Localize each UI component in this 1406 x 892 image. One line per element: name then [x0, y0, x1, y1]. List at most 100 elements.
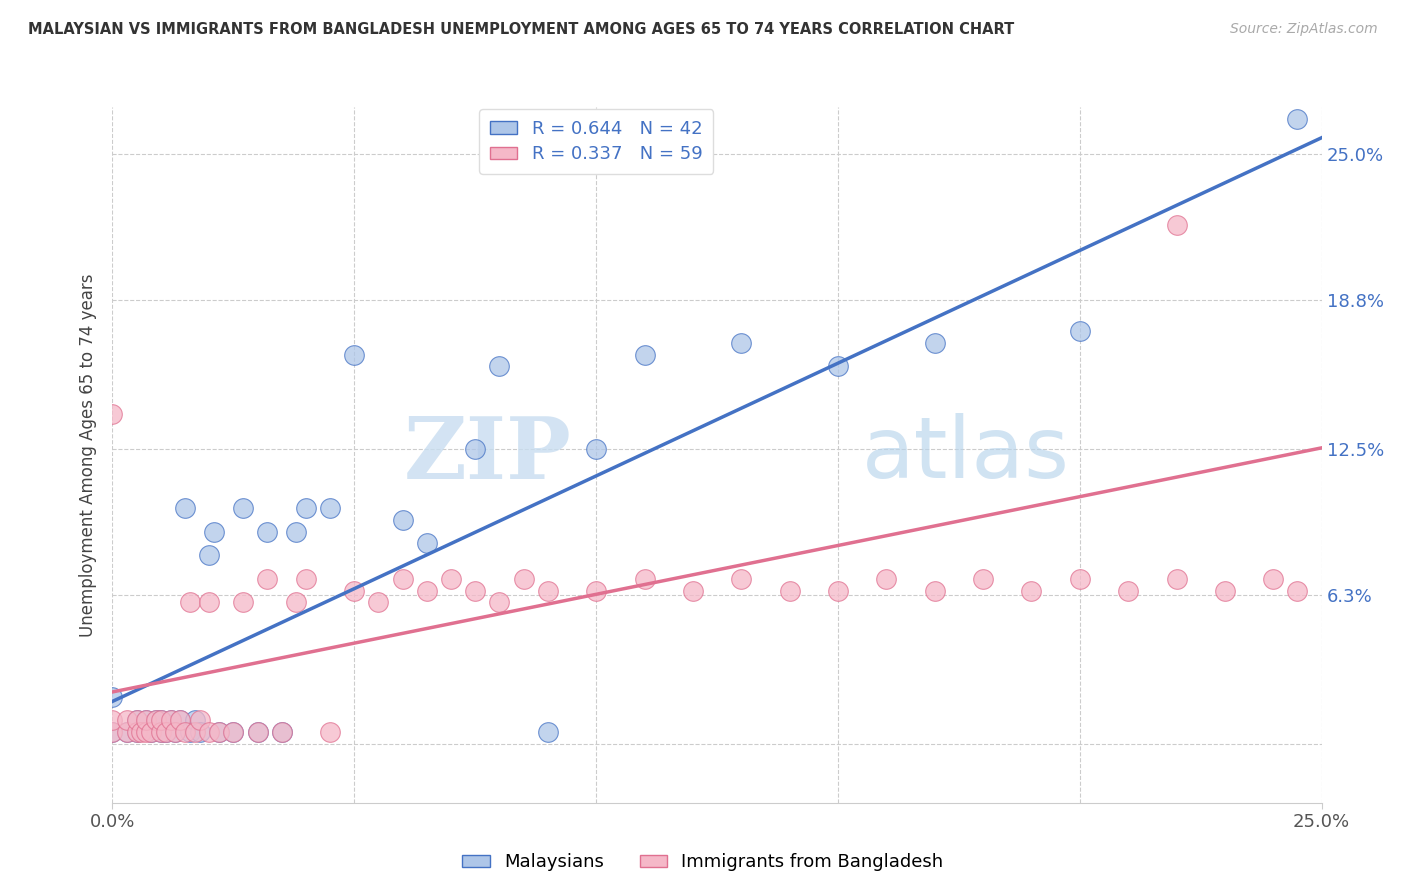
Point [149, 725, 172, 739]
Point [319, 725, 342, 739]
Point [135, 713, 157, 727]
Point [256, 572, 278, 586]
Point [537, 583, 560, 598]
Point [391, 572, 413, 586]
Point [827, 359, 849, 374]
Point [159, 713, 181, 727]
Point [145, 713, 167, 727]
Point [208, 725, 231, 739]
Point [1166, 572, 1188, 586]
Point [149, 725, 172, 739]
Point [145, 713, 167, 727]
Point [1021, 583, 1043, 598]
Point [270, 725, 292, 739]
Point [125, 713, 148, 727]
Point [972, 572, 994, 586]
Point [416, 536, 439, 550]
Point [391, 513, 413, 527]
Point [730, 572, 752, 586]
Point [131, 725, 153, 739]
Point [464, 442, 486, 456]
Text: Source: ZipAtlas.com: Source: ZipAtlas.com [1230, 22, 1378, 37]
Point [135, 713, 157, 727]
Point [295, 572, 318, 586]
Point [202, 524, 225, 539]
Point [101, 725, 124, 739]
Point [115, 725, 138, 739]
Point [464, 583, 486, 598]
Point [827, 583, 849, 598]
Point [135, 725, 157, 739]
Text: atlas: atlas [862, 413, 1070, 497]
Point [141, 725, 163, 739]
Point [208, 725, 231, 739]
Point [183, 725, 205, 739]
Point [188, 713, 211, 727]
Point [682, 583, 704, 598]
Point [115, 725, 138, 739]
Point [285, 595, 308, 609]
Point [125, 713, 148, 727]
Point [232, 500, 254, 515]
Point [512, 572, 534, 586]
Point [183, 713, 205, 727]
Point [416, 583, 439, 598]
Point [125, 725, 148, 739]
Point [779, 583, 801, 598]
Point [159, 713, 181, 727]
Point [101, 690, 124, 704]
Point [149, 713, 172, 727]
Y-axis label: Unemployment Among Ages 65 to 74 years: Unemployment Among Ages 65 to 74 years [79, 273, 97, 637]
Point [179, 595, 201, 609]
Legend: Malaysians, Immigrants from Bangladesh: Malaysians, Immigrants from Bangladesh [456, 847, 950, 879]
Point [585, 442, 607, 456]
Point [1286, 112, 1309, 126]
Point [924, 335, 946, 350]
Point [256, 524, 278, 539]
Point [295, 500, 318, 515]
Point [246, 725, 269, 739]
Point [115, 713, 138, 727]
Point [141, 725, 163, 739]
Point [875, 572, 897, 586]
Point [1069, 572, 1091, 586]
Point [488, 359, 510, 374]
Point [179, 725, 201, 739]
Point [165, 725, 187, 739]
Point [188, 725, 211, 739]
Point [101, 713, 124, 727]
Point [246, 725, 269, 739]
Point [169, 713, 191, 727]
Point [198, 725, 221, 739]
Point [537, 725, 560, 739]
Point [101, 725, 124, 739]
Point [440, 572, 463, 586]
Point [1213, 583, 1236, 598]
Text: ZIP: ZIP [404, 413, 572, 497]
Point [125, 725, 148, 739]
Point [1116, 583, 1139, 598]
Point [1166, 218, 1188, 232]
Text: MALAYSIAN VS IMMIGRANTS FROM BANGLADESH UNEMPLOYMENT AMONG AGES 65 TO 74 YEARS C: MALAYSIAN VS IMMIGRANTS FROM BANGLADESH … [28, 22, 1014, 37]
Point [633, 348, 655, 362]
Point [319, 500, 342, 515]
Point [585, 583, 607, 598]
Point [198, 548, 221, 562]
Point [155, 725, 177, 739]
Point [222, 725, 245, 739]
Point [285, 524, 308, 539]
Point [165, 725, 187, 739]
Point [101, 407, 124, 421]
Point [232, 595, 254, 609]
Point [343, 348, 366, 362]
Point [222, 725, 245, 739]
Point [924, 583, 946, 598]
Legend: R = 0.644   N = 42, R = 0.337   N = 59: R = 0.644 N = 42, R = 0.337 N = 59 [479, 109, 713, 174]
Point [1263, 572, 1285, 586]
Point [155, 725, 177, 739]
Point [488, 595, 510, 609]
Point [730, 335, 752, 350]
Point [149, 713, 172, 727]
Point [174, 725, 197, 739]
Point [169, 713, 191, 727]
